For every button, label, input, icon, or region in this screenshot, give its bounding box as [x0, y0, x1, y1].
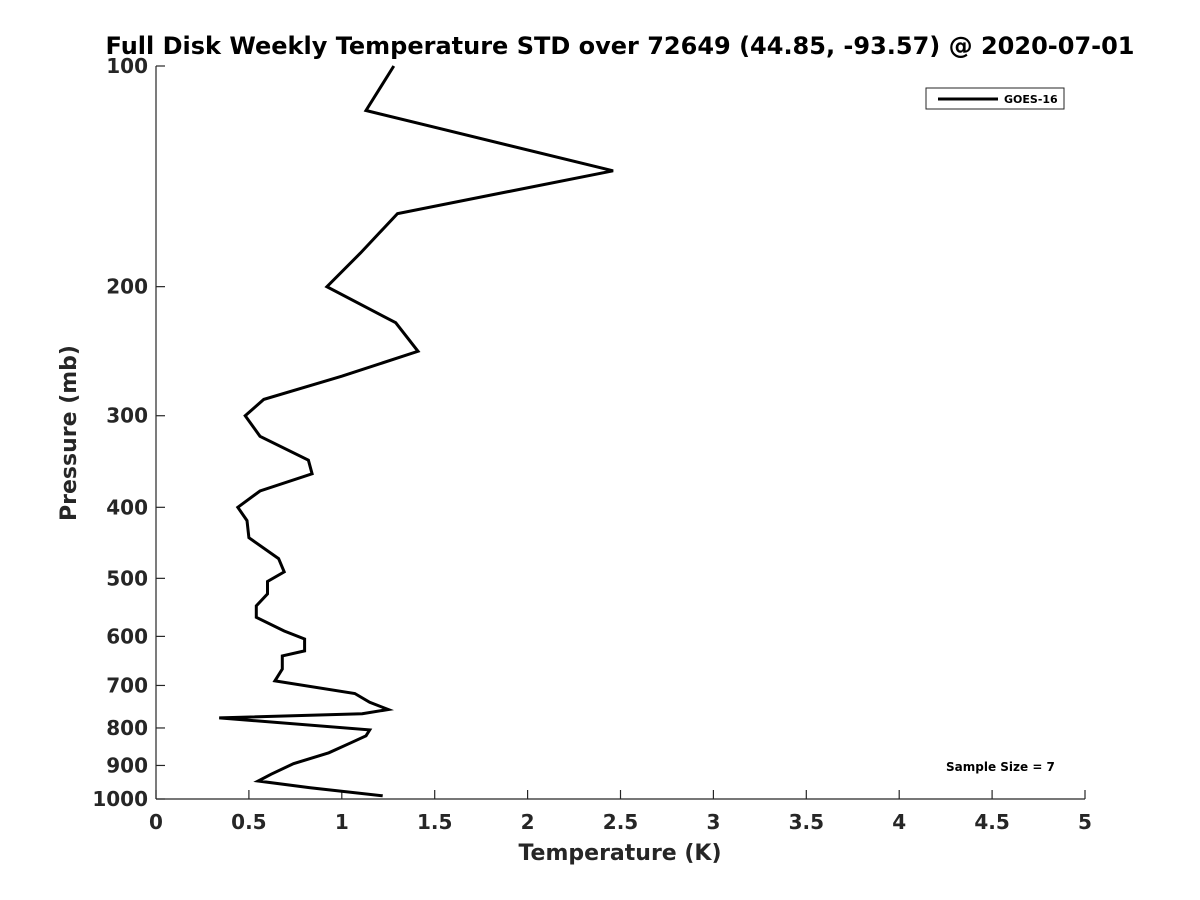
- y-tick-label: 600: [106, 624, 148, 648]
- y-tick-label: 900: [106, 753, 148, 777]
- x-tick-label: 3.5: [789, 810, 824, 834]
- chart-title: Full Disk Weekly Temperature STD over 72…: [106, 32, 1135, 60]
- x-tick-label: 5: [1078, 810, 1092, 834]
- y-tick-label: 1000: [92, 787, 148, 811]
- x-tick-label: 2.5: [603, 810, 638, 834]
- series-layer: [219, 65, 614, 798]
- x-tick-label: 1.5: [417, 810, 452, 834]
- x-ticks: 0 0.5 1 1.5 2 2.5 3 3.5 4 4.5 5: [149, 790, 1092, 834]
- x-tick-label: 4.5: [974, 810, 1009, 834]
- y-axis-label: Pressure (mb): [57, 345, 82, 521]
- x-tick-label: 0.5: [231, 810, 266, 834]
- sample-size-annotation: Sample Size = 7: [946, 760, 1055, 774]
- y-ticks: 100 200 300 400 500 600 700 800 900 1000: [92, 54, 165, 811]
- axes: [155, 66, 1085, 800]
- y-tick-label: 700: [106, 673, 148, 697]
- y-tick-label: 800: [106, 716, 148, 740]
- x-tick-label: 0: [149, 810, 163, 834]
- x-tick-label: 4: [892, 810, 906, 834]
- x-tick-label: 1: [335, 810, 349, 834]
- x-axis-label: Temperature (K): [518, 841, 721, 866]
- y-tick-label: 300: [106, 404, 148, 428]
- y-tick-label: 500: [106, 566, 148, 590]
- y-tick-label: 400: [106, 495, 148, 519]
- x-tick-label: 2: [521, 810, 535, 834]
- x-tick-label: 3: [706, 810, 720, 834]
- y-tick-label: 200: [106, 275, 148, 299]
- y-tick-label: 100: [106, 54, 148, 78]
- series-line: [219, 65, 614, 798]
- legend: GOES-16: [925, 87, 1065, 110]
- legend-label: GOES-16: [1004, 93, 1058, 106]
